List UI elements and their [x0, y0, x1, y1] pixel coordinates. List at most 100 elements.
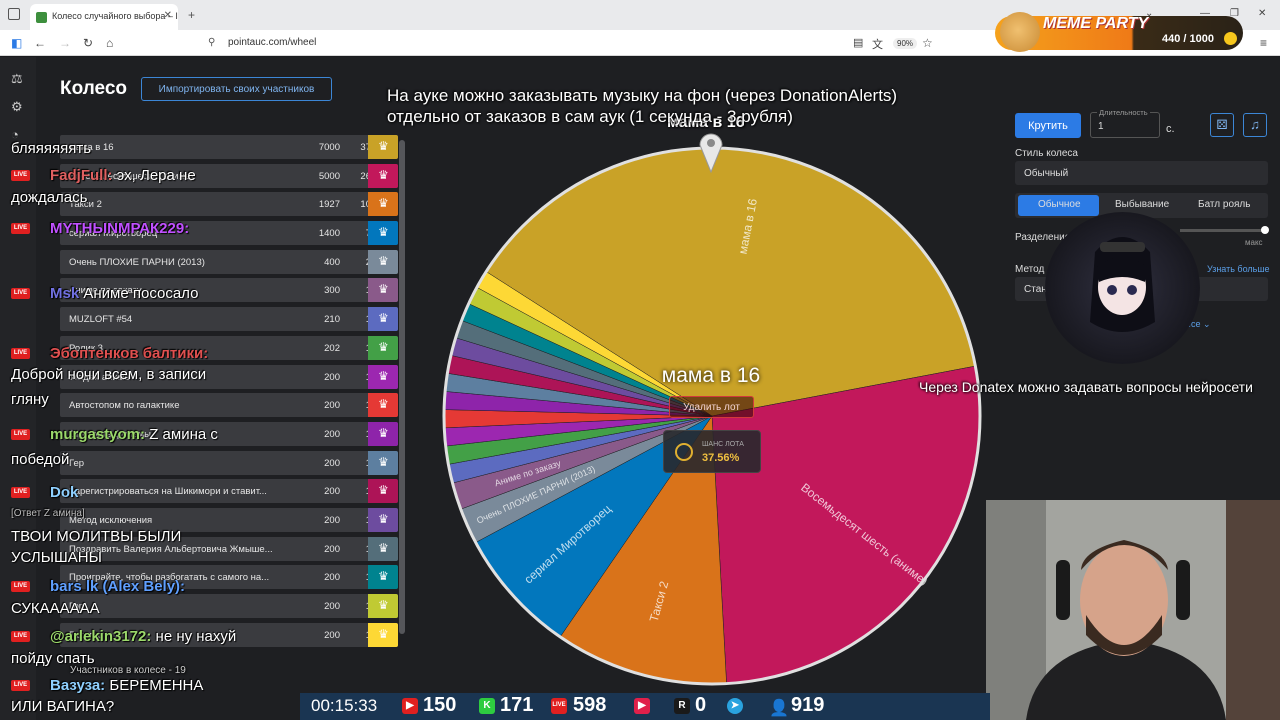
lot-row[interactable]: Смотреть фильмы2001.1 % [60, 421, 398, 446]
lot-row[interactable]: сериал Миротворец14007.5 % [60, 221, 398, 246]
menu-icon[interactable]: ≡ [1260, 36, 1268, 50]
home-icon[interactable]: ⌂ [106, 36, 114, 50]
lot-amount[interactable]: 210 [324, 314, 340, 326]
lot-amount[interactable]: 200 [324, 371, 340, 383]
lot-amount[interactable]: 202 [324, 342, 340, 354]
import-participants-button[interactable]: Импортировать своих участников [141, 77, 332, 101]
lot-amount[interactable]: 1400 [318, 228, 340, 240]
chat-text: не ну нахуй [155, 628, 237, 645]
lot-amount[interactable]: 7000 [318, 142, 340, 153]
lot-row[interactable]: Угадай аниме2001.1 % [60, 364, 398, 389]
lot-row[interactable]: Гер2001.1 % [60, 450, 398, 475]
site-info-icon[interactable]: ⚲ [208, 37, 216, 48]
crown-icon[interactable] [368, 536, 398, 561]
crown-icon[interactable] [368, 450, 398, 475]
lot-amount[interactable]: 300 [324, 285, 340, 297]
lot-amount[interactable]: 1927 [318, 199, 340, 211]
lot-row[interactable]: Очень ПЛОХИЕ ПАРНИ (2013)4002.1 % [60, 249, 398, 274]
overlay-top-text-1: На ауке можно заказывать музыку на фон (… [387, 86, 898, 105]
crown-icon[interactable] [368, 335, 398, 360]
lot-amount[interactable]: 200 [324, 457, 340, 469]
crown-icon[interactable] [368, 364, 398, 389]
delete-lot-button[interactable]: Удалить лот [669, 396, 754, 418]
back-icon[interactable]: ← [34, 36, 46, 50]
crown-icon[interactable] [368, 163, 398, 188]
lot-row[interactable]: Гор2001.1 % [60, 594, 398, 618]
close-tab-icon[interactable]: ✕ [163, 10, 172, 21]
lot-name: MUZLOFT #54 [69, 314, 133, 326]
crown-icon[interactable] [368, 421, 398, 446]
forward-icon[interactable]: → [59, 36, 71, 50]
split-slider[interactable] [1180, 229, 1266, 232]
split-slider-knob[interactable] [1261, 226, 1269, 234]
lot-amount[interactable]: 200 [324, 543, 340, 555]
lot-row[interactable]: Такси 2192710.3 % [60, 192, 398, 217]
chat-message: СУКАААААА [11, 600, 100, 617]
crown-icon[interactable] [368, 507, 398, 532]
chevron-down-icon[interactable]: ⌄ [1145, 8, 1154, 19]
tab-list-icon[interactable] [8, 8, 20, 20]
lot-amount[interactable]: 200 [324, 514, 340, 526]
crown-icon[interactable] [368, 393, 398, 418]
stream-timer: 00:15:33 [311, 696, 378, 715]
new-tab-icon[interactable]: + [188, 8, 196, 22]
bookmark-star-icon[interactable]: ☆ [922, 36, 933, 50]
crown-icon[interactable] [368, 278, 398, 303]
crown-icon[interactable] [368, 249, 398, 274]
translate-icon[interactable]: 文 [872, 39, 883, 51]
lot-amount[interactable]: 5000 [318, 170, 340, 182]
gavel-icon[interactable]: ⚖ [11, 71, 23, 86]
url-field[interactable]: pointauc.com/wheel [228, 37, 317, 48]
maximize-icon[interactable]: ❐ [1230, 8, 1239, 19]
crown-icon[interactable] [368, 565, 398, 590]
lot-amount[interactable]: 200 [324, 400, 340, 412]
sidebar-toggle-icon[interactable]: ◧ [11, 36, 23, 50]
lot-amount[interactable]: 200 [324, 486, 340, 498]
wheel-style-select[interactable]: Обычный [1015, 161, 1268, 185]
minimize-icon[interactable]: — [1200, 8, 1210, 19]
more-link[interactable]: есе ⌄ [1186, 319, 1211, 329]
lot-row[interactable]: Аниме по заказу3001.6 % [60, 278, 398, 303]
crown-icon[interactable] [368, 479, 398, 504]
lot-row[interactable]: Поздравить Валерия Альбертовича Жмыше...… [60, 536, 398, 561]
lot-row[interactable]: Восемьдесят шесть (аниме)500026.8 % [60, 163, 398, 188]
music-icon[interactable]: ♫ [1243, 113, 1267, 137]
lot-row[interactable]: Гальгес2001.1 % [60, 622, 398, 647]
gear-icon[interactable]: ⚙ [11, 99, 23, 114]
lot-row[interactable]: MUZLOFT #542101.1 % [60, 307, 398, 332]
crown-icon[interactable] [368, 192, 398, 217]
chat-text: СУКАААААА [11, 600, 100, 617]
doge-icon [1000, 12, 1040, 52]
crown-icon[interactable] [368, 135, 398, 159]
reload-icon[interactable]: ↻ [83, 36, 94, 50]
lot-row[interactable]: Автостопом по галактике2001.1 % [60, 393, 398, 418]
lot-amount[interactable]: 400 [324, 256, 340, 268]
crown-icon[interactable] [368, 307, 398, 332]
learn-more-link[interactable]: Узнать больше [1207, 264, 1270, 274]
wheel-nav-icon[interactable]: ◔ [11, 127, 19, 142]
mode-option[interactable]: Обычное [1038, 199, 1081, 210]
spin-button[interactable]: Крутить [1015, 113, 1081, 138]
lot-row[interactable]: Ролик 32021.1 % [60, 335, 398, 360]
crown-icon[interactable] [368, 594, 398, 618]
mode-option[interactable]: Выбывание [1115, 199, 1170, 210]
live-badge-icon: LIVE [11, 288, 30, 299]
lots-scrollbar[interactable] [399, 140, 405, 634]
lot-amount[interactable]: 200 [324, 601, 340, 612]
lot-row[interactable]: Зарегистрироваться на Шикимори и ставит.… [60, 479, 398, 504]
reader-icon[interactable]: ▤ [853, 37, 864, 49]
crown-icon[interactable] [368, 622, 398, 647]
dice-icon[interactable]: ⚄ [1210, 113, 1234, 137]
browser-tab[interactable]: Колесо случайного выбора – I ✕ [30, 4, 178, 30]
zoom-level[interactable]: 90% [893, 38, 918, 49]
crown-icon[interactable] [368, 221, 398, 246]
lot-amount[interactable]: 200 [324, 572, 340, 584]
mode-option[interactable]: Батл рояль [1198, 199, 1251, 210]
lot-row[interactable]: Метод исключения2001.1 % [60, 507, 398, 532]
lot-row[interactable]: мама в 16700037.6 % [60, 135, 398, 159]
lot-amount[interactable]: 200 [324, 629, 340, 641]
lot-amount[interactable]: 200 [324, 428, 340, 440]
lot-row[interactable]: Проиграйте, чтобы разбогатать с самого н… [60, 565, 398, 590]
close-window-icon[interactable]: ✕ [1258, 8, 1267, 19]
